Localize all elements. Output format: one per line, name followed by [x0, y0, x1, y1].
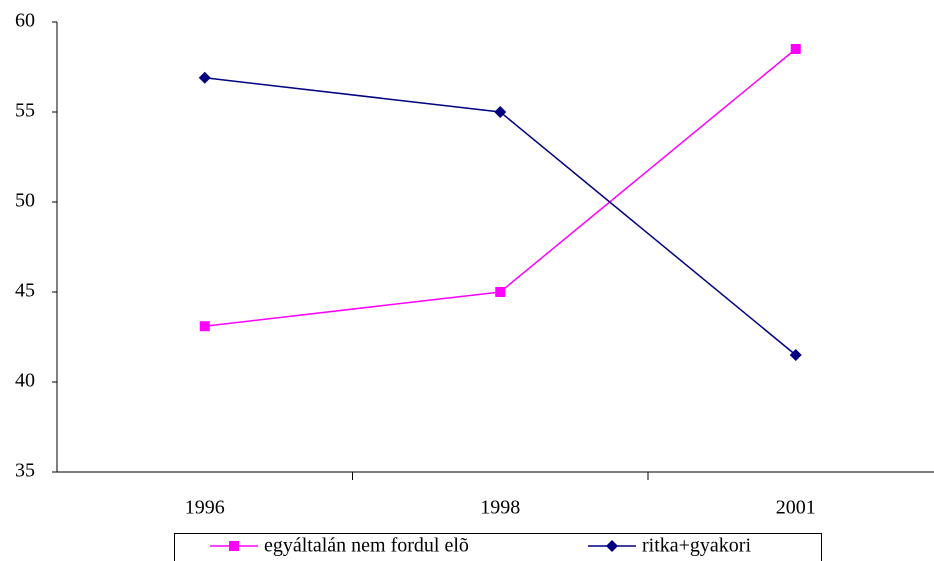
marker [606, 540, 618, 552]
y-tick-label: 35 [15, 460, 35, 482]
y-tick-label: 45 [15, 280, 35, 302]
y-tick-label: 40 [15, 370, 35, 392]
legend-label: ritka+gyakori [642, 535, 751, 557]
marker [789, 349, 802, 361]
legend-label: egyáltalán nem fordul elõ [264, 535, 469, 557]
legend-box [174, 533, 822, 561]
series-line [204, 48, 797, 327]
y-tick-label: 55 [15, 100, 35, 122]
y-tick-label: 60 [15, 10, 35, 32]
x-tick-label: 2001 [776, 497, 816, 519]
series-line [204, 77, 797, 356]
marker [198, 71, 211, 84]
marker [494, 106, 507, 118]
x-tick-label: 1996 [185, 497, 225, 519]
x-tick-label: 1998 [480, 497, 520, 519]
y-tick-label: 50 [15, 190, 35, 212]
marker [229, 541, 239, 551]
marker [199, 321, 210, 332]
marker [790, 44, 801, 54]
marker [495, 287, 506, 297]
